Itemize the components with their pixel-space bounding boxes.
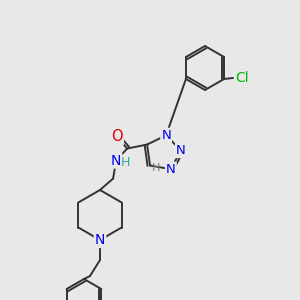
Text: N: N: [166, 163, 176, 176]
Text: N: N: [176, 144, 186, 157]
Text: N: N: [111, 154, 121, 167]
Text: H: H: [152, 163, 160, 172]
Text: O: O: [111, 129, 123, 144]
Text: H: H: [120, 156, 130, 169]
Text: Cl: Cl: [235, 71, 249, 85]
Text: N: N: [95, 233, 105, 247]
Text: N: N: [161, 129, 171, 142]
